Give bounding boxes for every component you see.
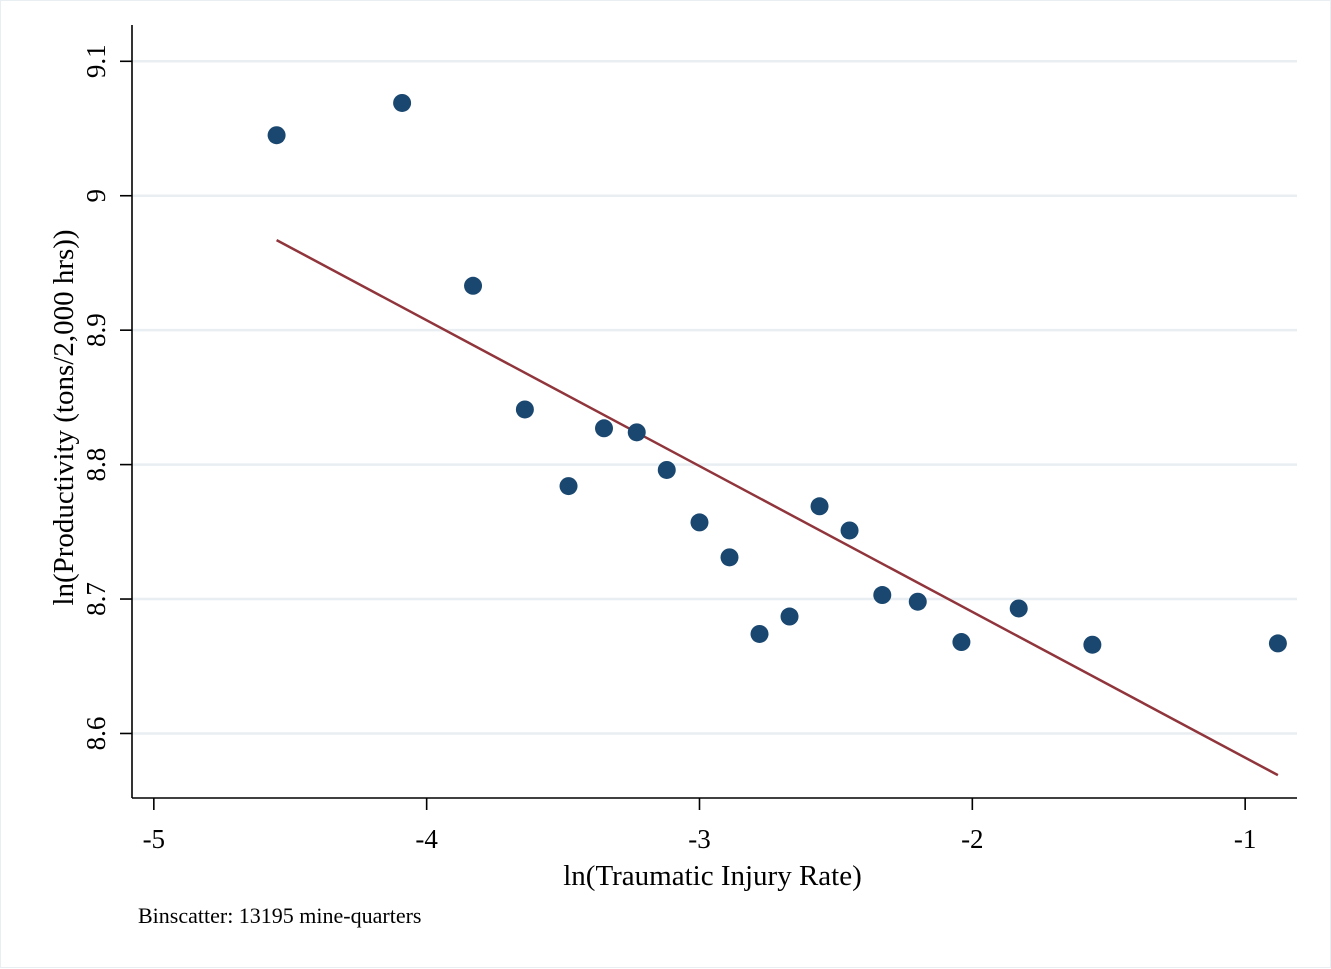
y-axis-title: ln(Productivity (tons/2,000 hrs)) [48, 229, 80, 605]
scatter-points [267, 93, 1287, 654]
scatter-point-8 [690, 513, 709, 532]
x-tick-labels: -5 -4 -3 -2 -1 [143, 798, 1257, 854]
scatter-point-17 [1009, 599, 1028, 618]
grid-lines [132, 60, 1297, 735]
scatter-point-13 [840, 521, 859, 540]
scatter-point-15 [908, 592, 927, 611]
scatter-point-4 [559, 477, 578, 496]
scatter-point-7 [657, 460, 676, 479]
chart-note: Binscatter: 13195 mine-quarters [138, 903, 421, 928]
scatter-point-10 [750, 624, 769, 643]
scatter-point-14 [873, 586, 892, 605]
scatter-point-5 [595, 419, 614, 438]
scatter-point-9 [720, 548, 739, 567]
x-tick-label-4: -1 [1234, 824, 1257, 854]
y-tick-label-3: 8.9 [81, 313, 111, 347]
x-tick-label-2: -3 [688, 824, 711, 854]
x-tick-label-1: -4 [415, 824, 438, 854]
y-tick-label-5: 9.1 [81, 44, 111, 78]
x-tick-label-3: -2 [961, 824, 984, 854]
scatter-point-1 [393, 93, 412, 112]
scatter-point-6 [627, 423, 646, 442]
y-tick-label-1: 8.7 [81, 582, 111, 616]
scatter-point-19 [1268, 634, 1287, 653]
scatter-point-18 [1083, 635, 1102, 654]
scatter-point-12 [810, 497, 829, 516]
y-tick-label-4: 9 [81, 189, 111, 203]
y-tick-label-2: 8.8 [81, 448, 111, 482]
y-tick-labels: 8.6 8.7 8.8 8.9 9 9.1 [81, 44, 132, 750]
x-axis-title: ln(Traumatic Injury Rate) [563, 860, 862, 892]
x-tick-label-0: -5 [143, 824, 166, 854]
scatter-point-0 [267, 126, 286, 145]
fit-line-layer [276, 238, 1279, 777]
scatter-point-16 [952, 633, 971, 652]
fit-line [276, 238, 1279, 777]
scatter-point-11 [780, 607, 799, 626]
y-tick-label-0: 8.6 [81, 717, 111, 751]
scatter-point-2 [464, 276, 483, 295]
axes [131, 25, 1297, 799]
scatter-point-3 [515, 400, 534, 419]
